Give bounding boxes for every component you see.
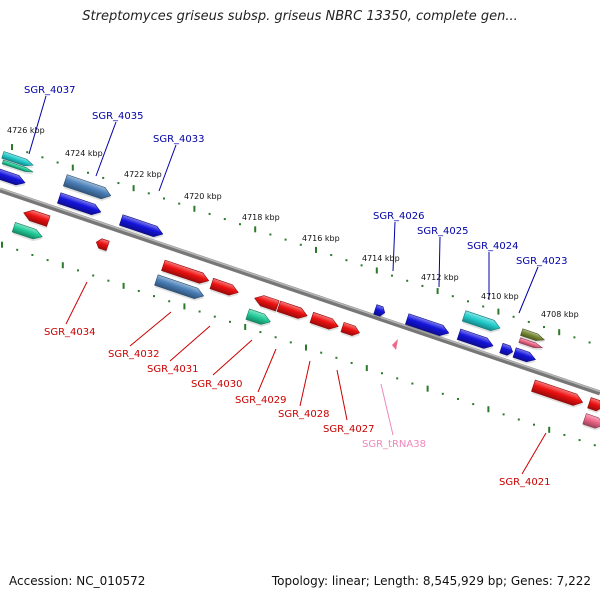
gene-blue-a[interactable] (0, 166, 28, 189)
upper-gene-label-sgr_4026-leader (392, 221, 396, 272)
lower-gene-label-sgr_4034[interactable]: SGR_4034 (44, 327, 96, 338)
lower-gene-label-sgr_4030-leader (212, 339, 253, 376)
gene-blue-d[interactable] (499, 342, 515, 359)
gene-features (0, 151, 600, 433)
kbp-label-2: 4722 kbp (124, 170, 162, 179)
upper-gene-label-sgr_4033-leader (158, 144, 177, 192)
lower-gene-label-sgr_4029-leader (257, 348, 277, 393)
lower-gene-label-sgr_4032-leader (129, 311, 172, 347)
kbp-label-9: 4708 kbp (541, 310, 579, 319)
gene-blue-4026[interactable] (373, 304, 387, 320)
lower-scale-ticks (1, 241, 596, 447)
gene-labels: SGR_4037 SGR_4035 SGR_4033 SGR_4026 SGR_4025… (24, 85, 568, 488)
upper-gene-label-sgr_4025[interactable]: SGR_4025 (417, 226, 469, 237)
gene-blue-e[interactable] (512, 347, 538, 367)
upper-gene-label-sgr_4035-leader (95, 121, 117, 177)
gene-steel-4035[interactable] (62, 174, 114, 204)
upper-gene-label-sgr_4035[interactable]: SGR_4035 (92, 111, 144, 122)
upper-gene-label-sgr_4023-leader (518, 266, 539, 314)
gene-red-d[interactable] (587, 397, 600, 415)
gene-red-4029[interactable] (276, 300, 310, 323)
gene-red-c[interactable] (252, 293, 280, 314)
upper-gene-label-sgr_4037[interactable]: SGR_4037 (24, 85, 76, 96)
gene-blue-4033[interactable] (119, 214, 166, 242)
kbp-label-4: 4718 kbp (242, 213, 280, 222)
gene-blue-4025[interactable] (405, 313, 452, 341)
trna-gene-label[interactable]: SGR_tRNA38 (362, 439, 426, 450)
lower-gene-label-sgr_4031-leader (169, 325, 211, 362)
gene-red-4028[interactable] (309, 311, 341, 334)
upper-gene-label-sgr_4023[interactable]: SGR_4023 (516, 256, 568, 267)
upper-gene-label-sgr_4025-leader (438, 236, 441, 288)
lower-gene-label-sgr_4030[interactable]: SGR_4030 (191, 379, 243, 390)
gene-red-4021[interactable] (531, 379, 586, 410)
gene-red-a[interactable] (21, 208, 51, 229)
topology-text: Topology: linear; Length: 8,545,929 bp; … (271, 574, 591, 588)
gene-olive-4023[interactable] (520, 328, 547, 346)
lower-gene-label-sgr_4029[interactable]: SGR_4029 (235, 395, 287, 406)
chromosome-backbone (0, 187, 600, 396)
upper-gene-label-sgr_4024[interactable]: SGR_4024 (467, 241, 519, 252)
gene-blue-c[interactable] (456, 328, 496, 353)
gene-pink-a[interactable] (518, 337, 544, 353)
genome-title: Streptomyces griseus subsp. griseus NBRC… (82, 9, 518, 24)
kbp-label-5: 4716 kbp (302, 234, 340, 243)
trna-gene-label-leader (380, 383, 394, 436)
gene-teal-b[interactable] (245, 308, 273, 329)
gene-steel-4031[interactable] (154, 274, 206, 304)
lower-gene-label-sgr_4028-leader (299, 360, 311, 407)
gene-red-b[interactable] (94, 237, 110, 253)
lower-gene-label-sgr_4021-leader (521, 432, 547, 475)
upper-scale-ticks (11, 144, 591, 344)
gene-teal-a[interactable] (11, 222, 45, 243)
upper-gene-label-sgr_4026[interactable]: SGR_4026 (373, 211, 425, 222)
kbp-label-3: 4720 kbp (184, 192, 222, 201)
lower-gene-label-sgr_4032[interactable]: SGR_4032 (108, 349, 160, 360)
gene-cyan-4037b[interactable] (1, 159, 35, 176)
kbp-label-1: 4724 kbp (65, 149, 103, 158)
upper-gene-label-sgr_4037-leader (28, 95, 47, 155)
gene-pink-b[interactable] (582, 413, 600, 433)
label-leader-lines (28, 95, 547, 475)
lower-gene-label-sgr_4031[interactable]: SGR_4031 (147, 364, 199, 375)
kbp-label-0: 4726 kbp (7, 126, 45, 135)
lower-gene-label-sgr_4028[interactable]: SGR_4028 (278, 409, 330, 420)
gene-red-4027[interactable] (340, 321, 362, 339)
lower-gene-label-sgr_4034-leader (65, 281, 88, 325)
trna-gene-mark[interactable] (392, 339, 398, 350)
kbp-label-6: 4714 kbp (362, 254, 400, 263)
upper-gene-label-sgr_4033[interactable]: SGR_4033 (153, 134, 205, 145)
gene-red-4030[interactable] (209, 277, 241, 300)
lower-gene-label-sgr_4027-leader (336, 369, 348, 421)
accession-text: Accession: NC_010572 (9, 574, 146, 588)
gene-red-4032[interactable] (161, 259, 212, 288)
lower-gene-label-sgr_4021[interactable]: SGR_4021 (499, 477, 551, 488)
lower-gene-label-sgr_4027[interactable]: SGR_4027 (323, 424, 375, 435)
gene-blue-b[interactable] (57, 192, 104, 220)
gene-cyan-4024[interactable] (461, 310, 503, 336)
gene-cyan-4037[interactable] (1, 151, 35, 171)
kbp-scale-labels: 4726 kbp 4724 kbp 4722 kbp 4720 kbp 4718 kbp… (7, 126, 579, 319)
kbp-label-8: 4710 kbp (481, 292, 519, 301)
kbp-label-7: 4712 kbp (421, 273, 459, 282)
